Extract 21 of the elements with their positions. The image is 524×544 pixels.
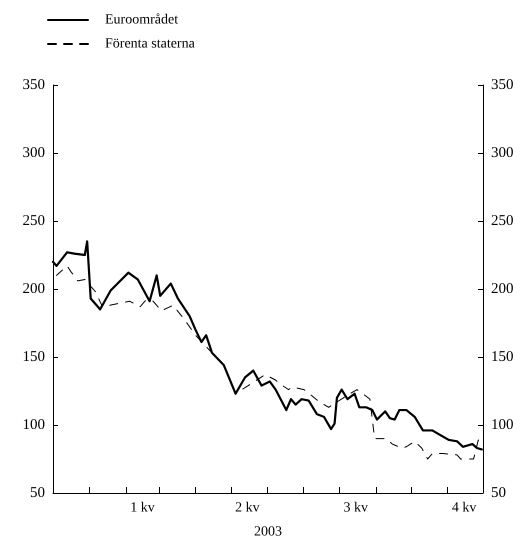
y-tick-label: 350 [22, 77, 45, 93]
x-tick-label: 3 kv [344, 500, 368, 516]
y2-tick-label: 50 [491, 485, 506, 501]
x-tick-label: 4 kv [452, 500, 476, 516]
y-tick-label: 150 [22, 349, 45, 365]
y2-tick-label: 100 [491, 417, 514, 433]
y-tick-label: 300 [22, 145, 45, 161]
y-tick-label: 50 [30, 485, 45, 501]
x-axis-title: 2003 [254, 524, 282, 540]
y-tick-label: 200 [22, 281, 45, 297]
legend-label: Förenta staterna [105, 36, 196, 52]
y2-tick-label: 300 [491, 145, 514, 161]
x-tick-label: 1 kv [130, 500, 155, 516]
y-tick-label: 100 [22, 417, 45, 433]
x-tick-label: 2 kv [235, 500, 260, 516]
y2-tick-label: 200 [491, 281, 514, 297]
y2-tick-label: 350 [491, 77, 514, 93]
y2-tick-label: 150 [491, 349, 514, 365]
legend-label: Euroområdet [105, 12, 178, 28]
y2-tick-label: 250 [491, 213, 514, 229]
y-tick-label: 250 [22, 213, 45, 229]
